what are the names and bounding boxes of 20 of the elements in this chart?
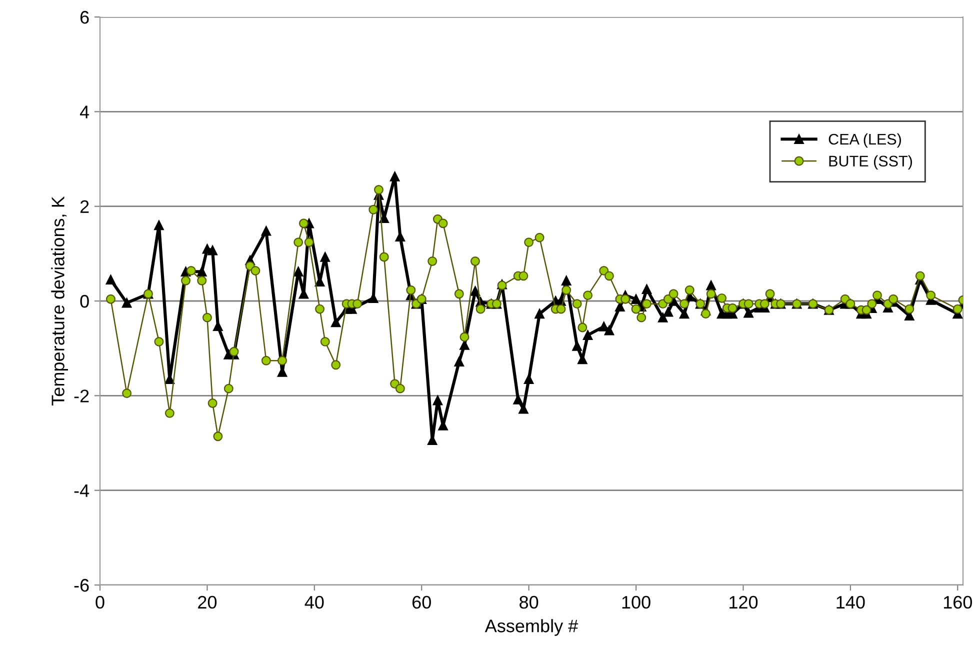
y-axis-title: Temperature deviations, K: [51, 196, 68, 406]
x-tick-label: 160: [944, 596, 972, 609]
x-tick-label: 120: [730, 596, 758, 609]
y-tick-label: -2: [74, 390, 89, 402]
x-tick-label: 140: [836, 596, 865, 609]
y-tick-label: -6: [74, 578, 89, 592]
x-tick-label: 20: [198, 596, 217, 609]
y-tick-label: 4: [80, 106, 90, 118]
y-tick-label: 0: [80, 294, 89, 308]
x-tick-label: 0: [96, 596, 104, 609]
x-tick-label: 100: [622, 596, 650, 609]
legend-label: CEA (LES): [828, 133, 901, 148]
x-tick-label: 40: [304, 596, 324, 609]
x-axis-title: Assembly #: [484, 619, 578, 636]
legend-label: BUTE (SST): [829, 155, 912, 170]
x-tick-label: 80: [520, 596, 538, 609]
x-tick-label: 60: [412, 596, 431, 609]
y-tick-label: 6: [80, 10, 89, 24]
y-tick-label: 2: [80, 200, 89, 213]
y-tick-label: -4: [74, 484, 90, 497]
